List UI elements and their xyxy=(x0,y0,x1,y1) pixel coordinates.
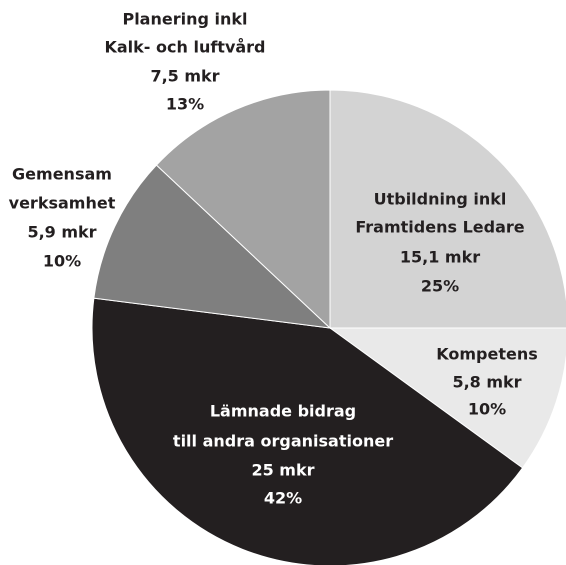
pie-slice xyxy=(91,297,524,565)
slice-label: Utbildning inkl xyxy=(374,190,507,209)
slice-label: Kalk- och luftvård xyxy=(104,38,265,57)
percent-label: 42% xyxy=(264,489,302,508)
slice-label: Kompetens xyxy=(436,345,538,364)
amount-label: 25 mkr xyxy=(251,461,314,480)
slice-label: Planering inkl xyxy=(122,10,247,29)
percent-label: 13% xyxy=(166,95,204,114)
slice-label: verksamhet xyxy=(9,194,116,213)
amount-label: 5,8 mkr xyxy=(452,373,521,392)
slice-label: Lämnade bidrag xyxy=(210,402,356,421)
slice-label: Gemensam xyxy=(12,165,112,184)
amount-label: 15,1 mkr xyxy=(400,248,480,267)
amount-label: 5,9 mkr xyxy=(27,223,96,242)
slice-label: Framtidens Ledare xyxy=(355,218,524,237)
percent-label: 10% xyxy=(468,400,506,419)
pie-slice xyxy=(329,89,566,329)
pie-slice xyxy=(93,164,332,329)
slice-label: till andra organisationer xyxy=(173,432,393,451)
percent-label: 10% xyxy=(43,252,81,271)
pie-slice xyxy=(328,327,566,469)
pie-slice xyxy=(155,89,331,330)
percent-label: 25% xyxy=(421,277,459,296)
amount-label: 7,5 mkr xyxy=(150,67,219,86)
